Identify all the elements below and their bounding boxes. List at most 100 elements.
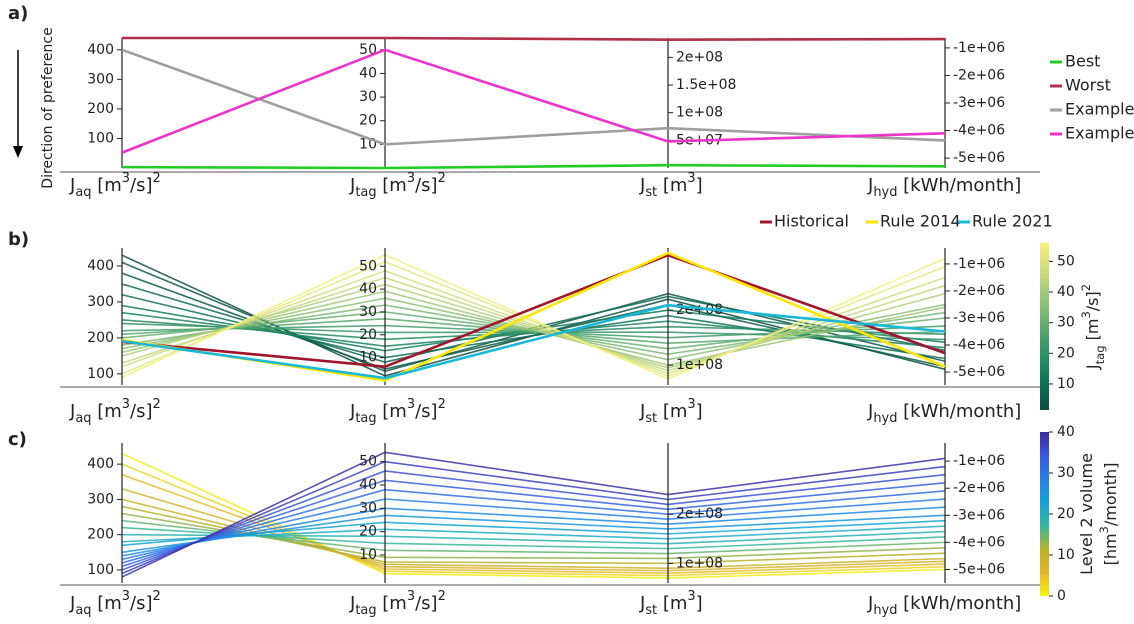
label-run: 2	[152, 397, 160, 412]
series-line	[121, 253, 946, 369]
colorbar-tick-label: 20	[1057, 345, 1075, 361]
label-run: hyd	[873, 603, 897, 618]
label-run: /s]	[130, 175, 152, 196]
label-run: 3	[687, 589, 695, 604]
label-run: ]	[696, 593, 703, 614]
tick-label: 100	[87, 366, 114, 382]
label-run: 3	[407, 171, 415, 186]
label-run: tag	[355, 411, 376, 426]
label-run: 2	[152, 171, 160, 186]
label-run: J	[867, 593, 873, 614]
tick-label: -5e+06	[953, 561, 1005, 577]
colorbar-tick-label: 20	[1057, 506, 1075, 522]
label-run: /s]	[130, 593, 152, 614]
label-run: /s]	[415, 593, 437, 614]
tick-label: 100	[87, 562, 114, 578]
solution-line	[121, 260, 946, 378]
tick-label: 200	[87, 101, 114, 117]
axis-label: Jtag [m3/s]2	[349, 171, 446, 200]
label-run: [hm	[1101, 533, 1120, 565]
colorbar	[1040, 432, 1049, 596]
axis-label: Jhyd [kWh/month]	[867, 175, 1021, 200]
label-run: 2	[152, 589, 160, 604]
solution-line	[121, 276, 946, 372]
tick-label: 300	[87, 294, 114, 310]
tick-label: 30	[359, 500, 377, 516]
label-run: 2	[438, 171, 446, 186]
tick-label: 40	[359, 477, 377, 493]
tick-label: -1e+06	[953, 256, 1005, 272]
label-run: ]	[696, 401, 703, 422]
legend-label: Historical	[774, 212, 849, 231]
tick-label: 200	[87, 527, 114, 543]
label-run: J	[639, 401, 645, 422]
axis-label: Jhyd [kWh/month]	[867, 593, 1021, 618]
series-line	[121, 163, 946, 170]
solution-line	[121, 479, 946, 568]
label-run: [m	[1083, 319, 1102, 346]
label-run: 2	[438, 397, 446, 412]
tick-label: 1e+08	[676, 357, 723, 373]
label-run: J	[349, 593, 355, 614]
label-run: J	[349, 175, 355, 196]
solution-line	[121, 473, 946, 574]
solution-line	[121, 470, 946, 571]
solution-line	[121, 488, 946, 564]
tick-label: -4e+06	[953, 123, 1005, 139]
axis-label: Jaq [m3/s]2	[69, 171, 161, 200]
preference-arrowhead	[13, 146, 23, 158]
label-run: /s]	[415, 175, 437, 196]
label-run: [kWh/month]	[897, 401, 1021, 422]
tick-label: -1e+06	[953, 40, 1005, 56]
label-run: ]	[696, 175, 703, 196]
tick-label: -5e+06	[953, 150, 1005, 166]
colorbar-tick-label: 30	[1057, 315, 1075, 331]
tick-label: -4e+06	[953, 534, 1005, 550]
label-run: tag	[355, 185, 376, 200]
tick-label: -3e+06	[953, 310, 1005, 326]
tick-label: -5e+06	[953, 364, 1005, 380]
colorbar	[1040, 243, 1049, 410]
axis-label: Jtag [m3/s]2	[349, 397, 446, 426]
label-run: hyd	[873, 185, 897, 200]
y-axis-label: Direction of preference	[40, 27, 56, 188]
series-line	[121, 303, 946, 380]
tick-label: 10	[359, 547, 377, 563]
tick-label: 400	[87, 258, 114, 274]
tick-label: 20	[359, 327, 377, 343]
tick-label: 1e+08	[676, 105, 723, 121]
label-run: 3	[122, 589, 130, 604]
label-run: [m	[377, 175, 407, 196]
label-run: [m	[657, 401, 687, 422]
label-run: [m	[91, 401, 121, 422]
label-run: Level 2 volume	[1077, 453, 1096, 575]
label-run: 3	[407, 589, 415, 604]
tick-label: -2e+06	[953, 480, 1005, 496]
label-run: 2	[438, 589, 446, 604]
label-run: J	[69, 401, 75, 422]
label-run: J	[867, 401, 873, 422]
label-run: J	[639, 593, 645, 614]
series-line	[122, 36, 946, 41]
colorbar-tick-label: 50	[1057, 253, 1075, 269]
label-run: [m	[657, 593, 687, 614]
label-run: /s]	[1083, 291, 1102, 311]
label-run: tag	[355, 603, 376, 618]
axis-label: Jaq [m3/s]2	[69, 589, 161, 618]
tick-label: 1.5e+08	[676, 77, 736, 93]
label-run: J	[69, 175, 75, 196]
tick-label: 2e+08	[676, 49, 723, 65]
tick-label: 400	[87, 456, 114, 472]
legend-label: Example b	[1065, 124, 1134, 143]
label-run: [m	[91, 175, 121, 196]
colorbar-label: Jtag [m3/s]2	[1079, 284, 1107, 370]
colorbar-label: Level 2 volume [hm3/month]	[1077, 453, 1120, 575]
tick-label: 400	[87, 42, 114, 58]
series-line	[121, 48, 946, 154]
tick-label: 300	[87, 491, 114, 507]
label-run: J	[639, 175, 645, 196]
label-run: st	[645, 185, 657, 200]
label-run: 3	[1079, 311, 1093, 318]
label-run: J	[349, 401, 355, 422]
colorbar-tick-label: 10	[1057, 376, 1075, 392]
